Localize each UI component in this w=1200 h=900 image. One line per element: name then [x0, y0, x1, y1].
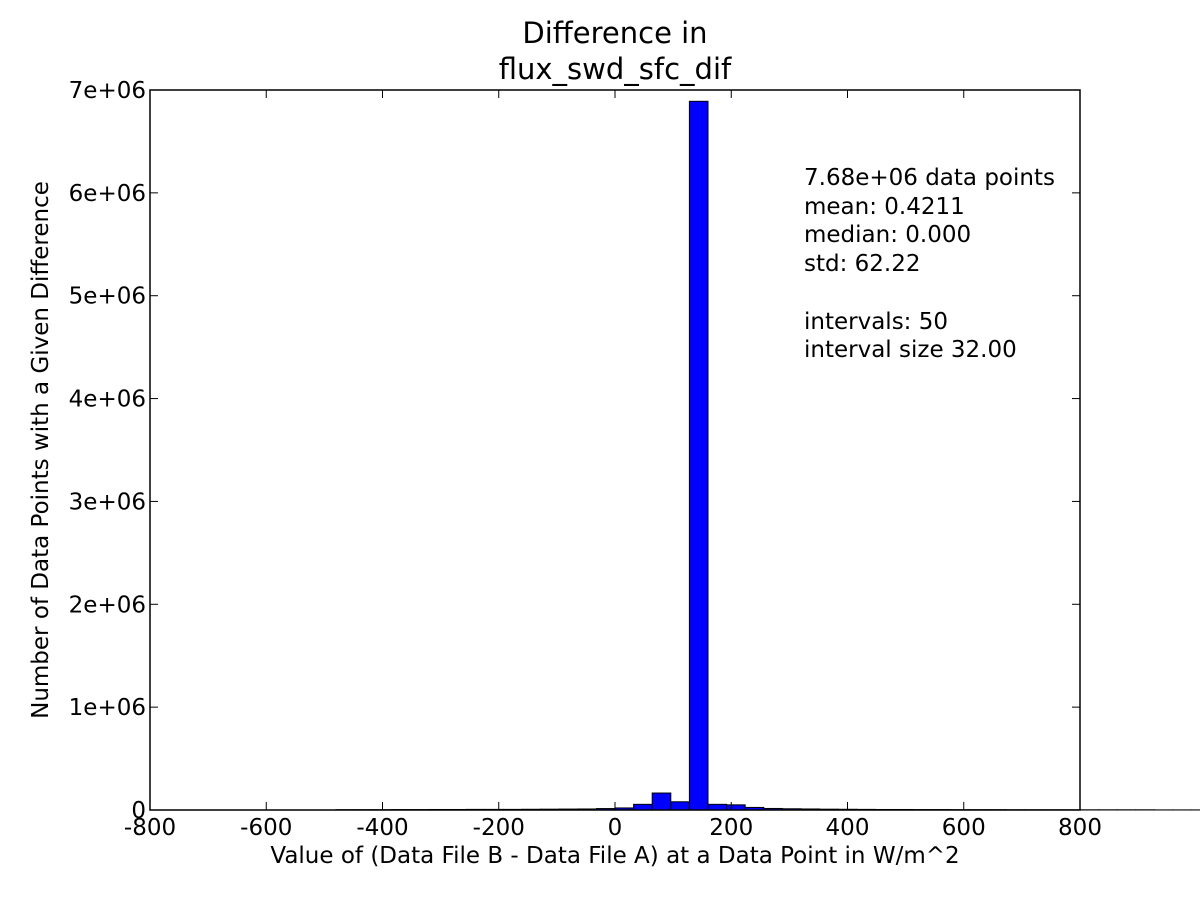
- histogram-bar: [633, 803, 653, 811]
- x-tick-label: 400: [826, 815, 870, 841]
- y-tick-label: 1e+06: [69, 695, 146, 721]
- histogram-bar: [707, 803, 728, 811]
- y-tick-label: 4e+06: [69, 387, 146, 413]
- stat-intervals: intervals: 50: [804, 308, 948, 335]
- x-axis-label: Value of (Data File B - Data File A) at …: [270, 843, 960, 869]
- x-tick-label: 600: [942, 815, 986, 841]
- x-tick-label: -800: [124, 815, 176, 841]
- x-tick-label: -200: [473, 815, 525, 841]
- stat-count: 7.68e+06 data points: [804, 165, 1055, 191]
- y-tick-label: 2e+06: [69, 592, 146, 618]
- y-tick-label: 6e+06: [69, 181, 146, 207]
- bars-group: [335, 100, 1200, 811]
- x-tick-label: 0: [608, 815, 623, 841]
- stat-std: std: 62.22: [804, 251, 921, 278]
- y-axis-label: Number of Data Points with a Given Diffe…: [28, 181, 54, 719]
- histogram-bar: [726, 804, 746, 811]
- y-tick-label: 7e+06: [69, 78, 146, 104]
- y-tick-label: 0: [131, 798, 146, 824]
- plot-frame: [149, 89, 1081, 811]
- chart-title-line-1: Difference in: [522, 16, 708, 50]
- stat-median: median: 0.000: [804, 222, 972, 249]
- stat-interval-size: interval size 32.00: [804, 337, 1017, 364]
- x-tick-label: 200: [709, 815, 753, 841]
- histogram-bar: [670, 801, 690, 811]
- stat-spacer: [804, 279, 1055, 308]
- y-tick-label: 5e+06: [69, 284, 146, 310]
- x-tick-label: -400: [356, 815, 408, 841]
- y-tick-label: 3e+06: [69, 489, 146, 515]
- x-tick-label: -600: [240, 815, 292, 841]
- stat-mean: mean: 0.4211: [804, 193, 965, 220]
- histogram-bar: [688, 100, 709, 811]
- chart-title-line-2: flux_swd_sfc_dif: [498, 52, 732, 86]
- histogram-bar: [651, 792, 672, 811]
- ticks-group: -800 -600 -400 -200 0 200 400 600 800 0 1e+06 2e+06…: [69, 78, 1102, 841]
- stats-annotation: 7.68e+06 data points mean: 0.4211 median: …: [804, 164, 1055, 365]
- x-tick-label: 800: [1058, 815, 1102, 841]
